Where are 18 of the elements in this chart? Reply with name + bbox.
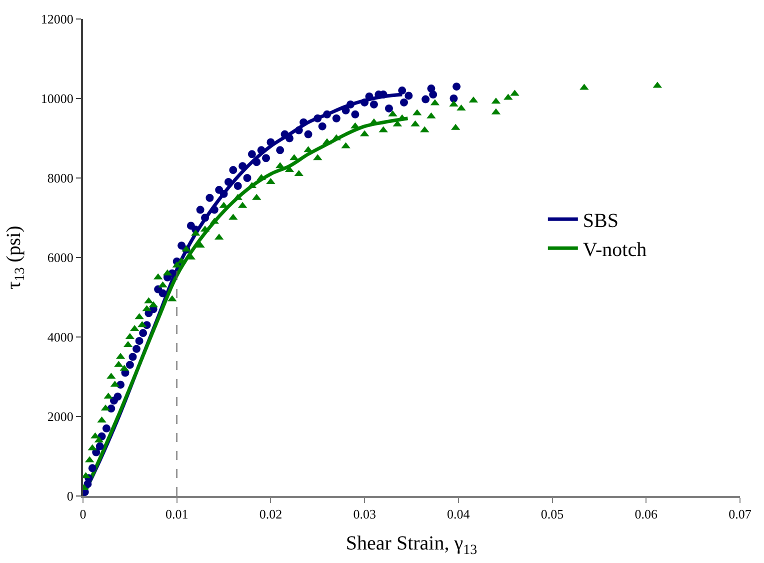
x-tick-label: 0.06 xyxy=(634,506,658,522)
y-tick-label: 12000 xyxy=(40,12,74,27)
y-tick-label: 2000 xyxy=(47,409,74,424)
x-tick-label: 0 xyxy=(80,506,86,522)
y-tick-label: 4000 xyxy=(47,330,74,345)
x-tick-label: 0.01 xyxy=(165,506,188,522)
y-tick-label: 0 xyxy=(66,488,74,504)
x-axis-title: Shear Strain, γ$_{13}$ xyxy=(346,532,478,558)
x-tick-label: 0.05 xyxy=(540,506,564,522)
x-tick-label: 0.07 xyxy=(728,506,752,522)
legend-label: V-notch xyxy=(582,238,647,261)
y-tick-label: 10000 xyxy=(40,91,74,106)
x-tick-label: 0.04 xyxy=(447,506,470,522)
x-tick-label: 0.02 xyxy=(259,506,282,522)
x-tick-label: 0.03 xyxy=(353,506,376,522)
legend-label: SBS xyxy=(582,210,618,232)
y-tick-label: 6000 xyxy=(47,250,74,266)
y-tick-label: 8000 xyxy=(47,170,74,186)
